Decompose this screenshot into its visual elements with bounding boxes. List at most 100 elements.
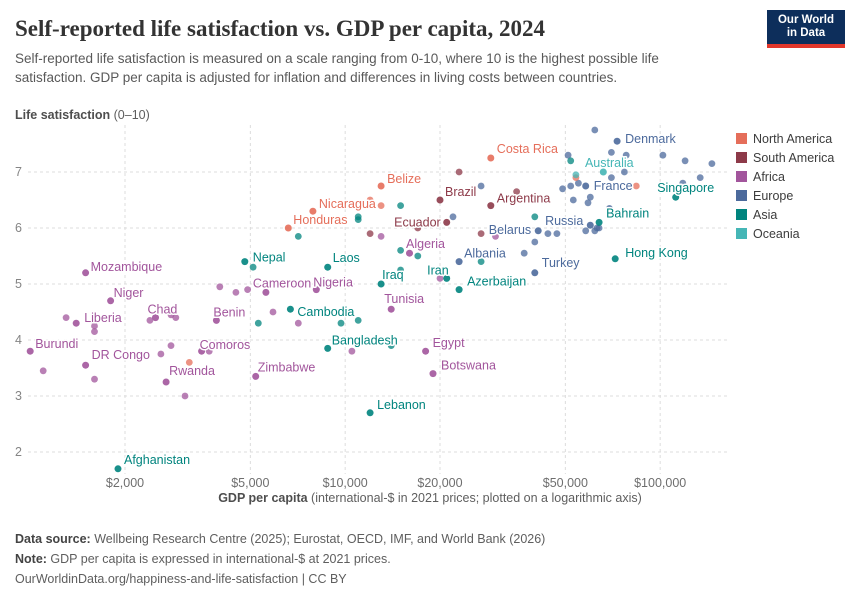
data-point[interactable] — [216, 283, 224, 291]
data-point[interactable] — [622, 151, 630, 159]
data-point-laos[interactable] — [324, 263, 332, 271]
data-point[interactable] — [172, 314, 180, 321]
data-point[interactable] — [575, 179, 582, 187]
data-point[interactable] — [39, 367, 47, 375]
data-point[interactable] — [455, 168, 463, 176]
data-point-brazil[interactable] — [436, 196, 444, 204]
data-point[interactable] — [582, 227, 590, 235]
data-point-benin[interactable] — [212, 316, 220, 324]
data-point-honduras[interactable] — [284, 224, 292, 232]
legend-item-europe[interactable]: Europe — [736, 186, 834, 205]
data-point[interactable] — [544, 230, 552, 238]
data-point[interactable] — [477, 258, 485, 265]
data-point[interactable] — [553, 230, 561, 238]
data-point[interactable] — [492, 233, 499, 240]
data-point[interactable] — [397, 266, 404, 274]
data-point-cameroon[interactable] — [262, 288, 270, 296]
data-point-france[interactable] — [582, 182, 590, 190]
data-point[interactable] — [414, 252, 422, 260]
data-point[interactable] — [708, 160, 716, 168]
data-point[interactable] — [348, 347, 356, 355]
data-point[interactable] — [167, 342, 175, 349]
data-point[interactable] — [366, 196, 374, 204]
data-point[interactable] — [584, 199, 592, 207]
data-point[interactable] — [632, 182, 640, 190]
data-point[interactable] — [62, 314, 70, 321]
data-point-azerbaijan[interactable] — [455, 286, 463, 294]
data-point[interactable] — [377, 233, 385, 240]
data-point[interactable] — [569, 196, 577, 204]
legend-item-africa[interactable]: Africa — [736, 167, 834, 186]
data-point-belize[interactable] — [377, 182, 385, 190]
data-point-russia[interactable] — [586, 221, 594, 229]
data-point[interactable] — [185, 359, 193, 366]
data-point[interactable] — [659, 151, 667, 159]
data-point[interactable] — [477, 230, 485, 238]
legend-item-oceania[interactable]: Oceania — [736, 224, 834, 243]
data-point[interactable] — [157, 350, 165, 358]
legend-item-north-america[interactable]: North America — [736, 129, 834, 148]
data-point[interactable] — [567, 182, 575, 190]
data-point[interactable] — [91, 328, 98, 335]
data-point-cambodia[interactable] — [286, 305, 294, 313]
data-point-lebanon[interactable] — [366, 409, 374, 417]
data-point[interactable] — [531, 213, 539, 221]
data-point-denmark[interactable] — [613, 137, 621, 145]
data-point[interactable] — [366, 230, 374, 238]
data-point-belarus[interactable] — [534, 227, 542, 235]
data-point[interactable] — [621, 168, 628, 176]
data-point[interactable] — [559, 185, 566, 193]
data-point[interactable] — [294, 233, 302, 240]
data-point-zimbabwe[interactable] — [252, 372, 260, 380]
data-point[interactable] — [520, 249, 528, 257]
data-point[interactable] — [91, 375, 98, 383]
data-point-rwanda[interactable] — [162, 378, 170, 386]
owid-logo[interactable]: Our World in Data — [767, 10, 845, 48]
data-point-bahrain[interactable] — [595, 218, 603, 226]
data-point-hong-kong[interactable] — [611, 255, 619, 263]
data-point[interactable] — [269, 308, 277, 316]
data-point[interactable] — [608, 174, 615, 182]
legend-item-asia[interactable]: Asia — [736, 205, 834, 224]
data-point[interactable] — [513, 188, 520, 196]
data-point[interactable] — [449, 213, 457, 221]
data-point[interactable] — [593, 224, 601, 232]
data-point-nigeria[interactable] — [312, 286, 320, 294]
data-point-egypt[interactable] — [422, 347, 430, 355]
data-point[interactable] — [249, 263, 257, 271]
data-point-nepal[interactable] — [241, 258, 249, 266]
data-point[interactable] — [254, 319, 262, 327]
data-point[interactable] — [606, 205, 613, 212]
data-point[interactable] — [564, 151, 572, 159]
data-point-nicaragua[interactable] — [309, 207, 317, 215]
data-point[interactable] — [567, 157, 575, 165]
data-point-costa-rica[interactable] — [487, 154, 495, 162]
data-point[interactable] — [681, 157, 689, 165]
data-point-singapore[interactable] — [672, 193, 680, 201]
data-point-bangladesh[interactable] — [324, 344, 332, 352]
data-point[interactable] — [608, 149, 615, 156]
data-point-chad[interactable] — [152, 314, 159, 322]
data-point[interactable] — [146, 317, 154, 324]
data-point-algeria[interactable] — [406, 249, 413, 257]
data-point-burundi[interactable] — [26, 347, 34, 355]
data-point-turkey[interactable] — [531, 269, 539, 277]
data-point[interactable] — [244, 286, 252, 293]
data-point[interactable] — [397, 202, 404, 210]
data-point[interactable] — [531, 238, 539, 246]
data-point[interactable] — [387, 342, 395, 349]
data-point[interactable] — [337, 319, 345, 327]
data-point[interactable] — [591, 126, 599, 134]
data-point[interactable] — [696, 174, 704, 182]
data-point[interactable] — [397, 247, 404, 254]
data-point[interactable] — [377, 202, 385, 210]
data-point-iraq[interactable] — [377, 280, 385, 288]
data-point[interactable] — [205, 347, 213, 355]
data-point[interactable] — [586, 193, 594, 201]
data-point-mozambique[interactable] — [82, 269, 90, 277]
data-point[interactable] — [436, 275, 444, 282]
data-point[interactable] — [91, 322, 98, 330]
data-point[interactable] — [354, 216, 362, 224]
data-point[interactable] — [354, 317, 362, 324]
data-point[interactable] — [181, 392, 189, 400]
